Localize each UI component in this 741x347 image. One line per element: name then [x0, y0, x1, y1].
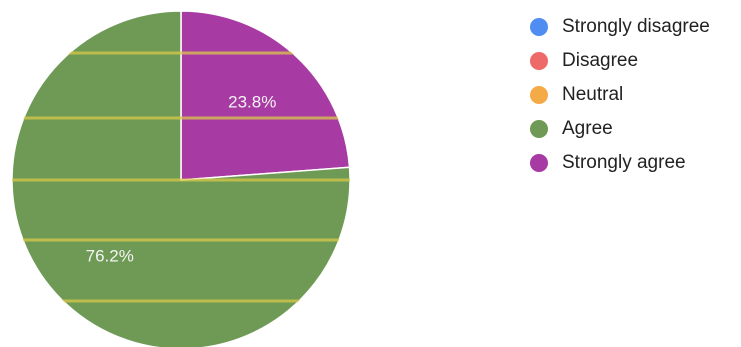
legend-item-agree[interactable]: Agree [530, 112, 710, 146]
legend-item-disagree[interactable]: Disagree [530, 44, 710, 78]
legend-label-disagree: Disagree [562, 50, 639, 71]
scan-stripe [12, 178, 350, 182]
legend-label-agree: Agree [562, 118, 613, 139]
legend-label-strongly-disagree: Strongly disagree [562, 16, 710, 37]
legend-label-neutral: Neutral [562, 84, 624, 105]
legend-swatch-agree [530, 120, 548, 138]
scan-stripe [12, 51, 350, 55]
legend-swatch-strongly-agree [530, 154, 548, 172]
legend-item-strongly-disagree[interactable]: Strongly disagree [530, 10, 710, 44]
data-label-agree: 76.2% [86, 246, 134, 265]
legend-swatch-neutral [530, 86, 548, 104]
legend-label-strongly-agree: Strongly agree [562, 152, 686, 173]
legend-swatch-disagree [530, 52, 548, 70]
legend-swatch-strongly-disagree [530, 18, 548, 36]
scan-stripe [12, 299, 350, 303]
legend-item-neutral[interactable]: Neutral [530, 78, 710, 112]
scan-stripe [12, 238, 350, 242]
scan-stripe [12, 116, 350, 120]
scan-stripes [12, 51, 350, 303]
legend-item-strongly-agree[interactable]: Strongly agree [530, 146, 710, 180]
data-label-strongly-agree: 23.8% [228, 93, 276, 112]
chart-legend: Strongly disagree Disagree Neutral Agree… [530, 10, 710, 180]
